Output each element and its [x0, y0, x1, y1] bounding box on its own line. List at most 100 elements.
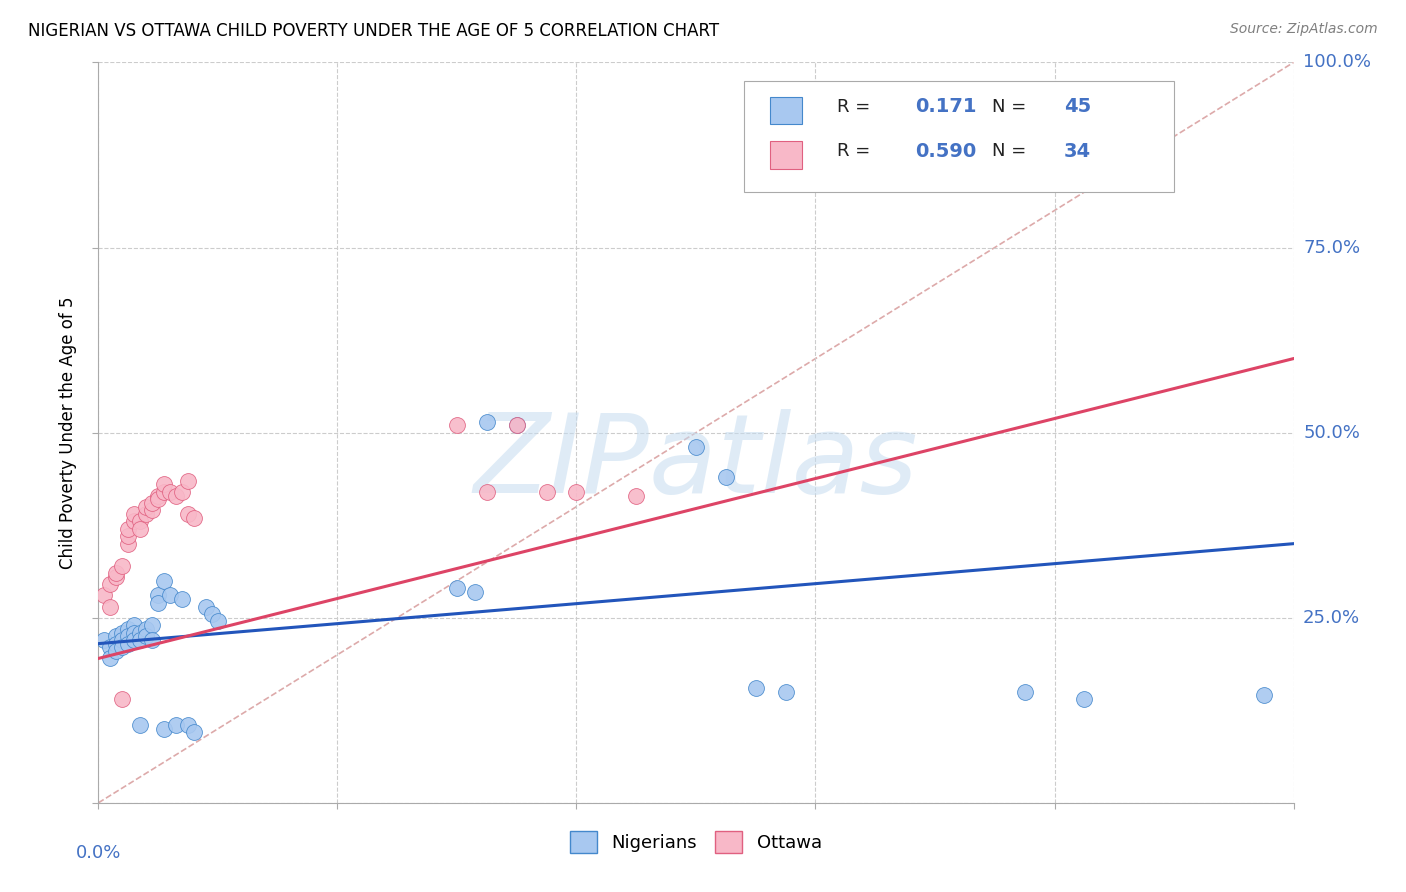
Point — [129, 515, 152, 529]
Point — [111, 640, 134, 655]
Point — [506, 418, 529, 433]
Text: 45: 45 — [1064, 97, 1091, 116]
Point — [177, 474, 200, 488]
Point — [475, 415, 498, 429]
Point — [626, 489, 648, 503]
Text: 34: 34 — [1064, 142, 1091, 161]
Point — [464, 584, 486, 599]
Point — [135, 507, 157, 521]
Text: 0.0%: 0.0% — [76, 844, 121, 862]
Text: 75.0%: 75.0% — [1303, 238, 1360, 257]
Text: 0.171: 0.171 — [915, 97, 976, 116]
Text: 50.0%: 50.0% — [1303, 424, 1360, 442]
Text: N =: N = — [993, 98, 1032, 116]
Point — [153, 722, 176, 736]
Point — [141, 503, 163, 517]
Point — [714, 470, 737, 484]
Point — [1073, 692, 1095, 706]
Point — [135, 629, 157, 643]
Point — [446, 418, 468, 433]
Point — [117, 622, 139, 636]
Point — [111, 558, 134, 573]
Point — [98, 577, 122, 591]
Point — [153, 484, 176, 499]
Text: 0.590: 0.590 — [915, 142, 976, 161]
Point — [565, 484, 588, 499]
Point — [1014, 685, 1036, 699]
Legend: Nigerians, Ottawa: Nigerians, Ottawa — [562, 824, 830, 861]
Point — [105, 629, 128, 643]
Point — [117, 529, 139, 543]
Point — [117, 536, 139, 550]
Point — [111, 632, 134, 647]
Point — [1253, 689, 1275, 703]
Point — [153, 477, 176, 491]
Point — [201, 607, 224, 621]
Point — [129, 522, 152, 536]
Point — [148, 596, 170, 610]
Point — [775, 685, 797, 699]
Point — [745, 681, 768, 695]
Point — [105, 644, 128, 658]
Point — [129, 718, 152, 732]
Point — [172, 592, 194, 607]
Point — [148, 492, 170, 507]
Point — [117, 629, 139, 643]
Text: R =: R = — [837, 98, 876, 116]
Point — [129, 625, 152, 640]
Point — [207, 615, 229, 629]
Point — [124, 625, 146, 640]
Point — [124, 515, 146, 529]
Point — [129, 632, 152, 647]
Text: Source: ZipAtlas.com: Source: ZipAtlas.com — [1230, 22, 1378, 37]
Point — [165, 718, 187, 732]
Text: R =: R = — [837, 143, 876, 161]
Point — [159, 484, 181, 499]
Text: NIGERIAN VS OTTAWA CHILD POVERTY UNDER THE AGE OF 5 CORRELATION CHART: NIGERIAN VS OTTAWA CHILD POVERTY UNDER T… — [28, 22, 720, 40]
Point — [446, 581, 468, 595]
Point — [153, 574, 176, 588]
Point — [195, 599, 218, 614]
Point — [141, 496, 163, 510]
FancyBboxPatch shape — [770, 141, 801, 169]
Text: N =: N = — [993, 143, 1032, 161]
Point — [98, 640, 122, 655]
Point — [98, 651, 122, 665]
Point — [183, 510, 205, 524]
Point — [141, 618, 163, 632]
Point — [135, 622, 157, 636]
Point — [98, 599, 122, 614]
Point — [111, 692, 134, 706]
Point — [141, 632, 163, 647]
Point — [93, 632, 115, 647]
Point — [148, 489, 170, 503]
Point — [135, 500, 157, 514]
Point — [117, 522, 139, 536]
Point — [105, 566, 128, 581]
FancyBboxPatch shape — [770, 97, 801, 124]
Point — [165, 489, 187, 503]
Point — [93, 589, 115, 603]
Point — [177, 718, 200, 732]
Point — [506, 418, 529, 433]
Point — [111, 625, 134, 640]
FancyBboxPatch shape — [744, 81, 1174, 192]
Point — [148, 589, 170, 603]
Point — [183, 725, 205, 739]
Point — [159, 589, 181, 603]
Point — [124, 618, 146, 632]
Point — [105, 637, 128, 651]
Text: 25.0%: 25.0% — [1303, 608, 1360, 627]
Point — [475, 484, 498, 499]
Point — [536, 484, 558, 499]
Text: 100.0%: 100.0% — [1303, 54, 1371, 71]
Y-axis label: Child Poverty Under the Age of 5: Child Poverty Under the Age of 5 — [59, 296, 77, 569]
Point — [105, 570, 128, 584]
Point — [685, 441, 707, 455]
Point — [124, 632, 146, 647]
Point — [172, 484, 194, 499]
Point — [117, 637, 139, 651]
Point — [124, 507, 146, 521]
Text: ZIPatlas: ZIPatlas — [474, 409, 918, 516]
Point — [177, 507, 200, 521]
